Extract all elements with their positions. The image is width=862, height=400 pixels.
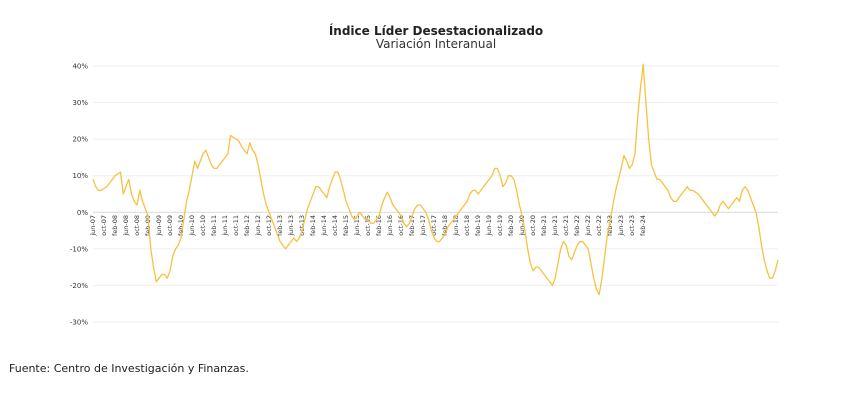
chart-subtitle: Variación Interanual <box>376 37 496 51</box>
x-tick-label: jun-09 <box>155 215 163 237</box>
x-tick-label: oct-12 <box>265 215 273 236</box>
x-tick-label: feb-08 <box>111 215 119 236</box>
x-tick-label: jun-10 <box>188 215 196 237</box>
x-tick-label: oct-07 <box>100 215 108 236</box>
x-tick-label: jun-20 <box>518 215 526 237</box>
y-tick-label: 10% <box>72 172 88 180</box>
x-axis-ticks: jun-07 oct-07 feb-08 jun-08 oct-08 feb-09 jun-… <box>89 215 647 237</box>
x-tick-label: feb-11 <box>210 215 218 236</box>
x-tick-label: oct-19 <box>496 215 504 236</box>
x-tick-label: feb-15 <box>342 215 350 236</box>
x-tick-label: feb-16 <box>375 215 383 236</box>
x-tick-label: jun-21 <box>551 215 559 237</box>
x-tick-label: jun-08 <box>122 215 130 237</box>
x-tick-label: feb-18 <box>441 215 449 236</box>
x-tick-label: jun-12 <box>254 215 262 237</box>
x-tick-label: jun-23 <box>617 215 625 237</box>
x-tick-label: feb-13 <box>276 215 284 236</box>
y-tick-label: -10% <box>70 245 88 253</box>
x-tick-label: oct-23 <box>628 215 636 236</box>
x-tick-label: feb-12 <box>243 215 251 236</box>
x-tick-label: oct-20 <box>529 215 537 236</box>
x-tick-label: feb-17 <box>408 215 416 236</box>
x-tick-label: jun-18 <box>452 215 460 237</box>
x-tick-label: feb-14 <box>309 215 317 236</box>
source-note: Fuente: Centro de Investigación y Finanz… <box>9 362 249 375</box>
x-tick-label: jun-15 <box>353 215 361 237</box>
x-tick-label: jun-19 <box>485 215 493 237</box>
series-line <box>92 63 779 296</box>
x-tick-label: feb-22 <box>573 215 581 236</box>
x-tick-label: feb-09 <box>144 215 152 236</box>
y-axis-ticks: 40% 30% 20% 10% 0% -10% -20% -30% <box>70 63 88 327</box>
chart-title: Índice Líder Desestacionalizado <box>329 23 543 38</box>
x-tick-label: oct-21 <box>562 215 570 236</box>
gridlines <box>93 65 778 323</box>
x-tick-label: oct-15 <box>364 215 372 236</box>
x-tick-label: jun-11 <box>221 215 229 237</box>
y-tick-label: -30% <box>70 319 88 327</box>
x-tick-label: feb-21 <box>540 215 548 236</box>
y-tick-label: 40% <box>72 63 88 71</box>
x-tick-label: oct-10 <box>199 215 207 236</box>
x-tick-label: feb-19 <box>474 215 482 236</box>
x-tick-label: jun-22 <box>584 215 592 237</box>
x-tick-label: oct-09 <box>166 215 174 236</box>
x-tick-label: oct-13 <box>298 215 306 236</box>
x-tick-label: oct-17 <box>430 215 438 236</box>
x-tick-label: oct-22 <box>595 215 603 236</box>
x-tick-label: jun-13 <box>287 215 295 237</box>
x-tick-label: feb-24 <box>639 215 647 236</box>
x-tick-label: jun-17 <box>419 215 427 237</box>
y-tick-label: 30% <box>72 99 88 107</box>
x-tick-label: oct-16 <box>397 215 405 236</box>
x-tick-label: oct-08 <box>133 215 141 236</box>
y-tick-label: -20% <box>70 282 88 290</box>
y-tick-label: 20% <box>72 136 88 144</box>
x-tick-label: oct-18 <box>463 215 471 236</box>
x-tick-label: jun-14 <box>320 215 328 237</box>
series-group <box>92 63 779 296</box>
x-tick-label: jun-07 <box>89 215 97 237</box>
x-tick-label: jun-16 <box>386 215 394 237</box>
y-tick-label: 0% <box>77 209 88 217</box>
x-tick-label: oct-14 <box>331 215 339 236</box>
x-tick-label: feb-10 <box>177 215 185 236</box>
x-tick-label: feb-23 <box>606 215 614 236</box>
x-tick-label: feb-20 <box>507 215 515 236</box>
x-tick-label: oct-11 <box>232 215 240 236</box>
